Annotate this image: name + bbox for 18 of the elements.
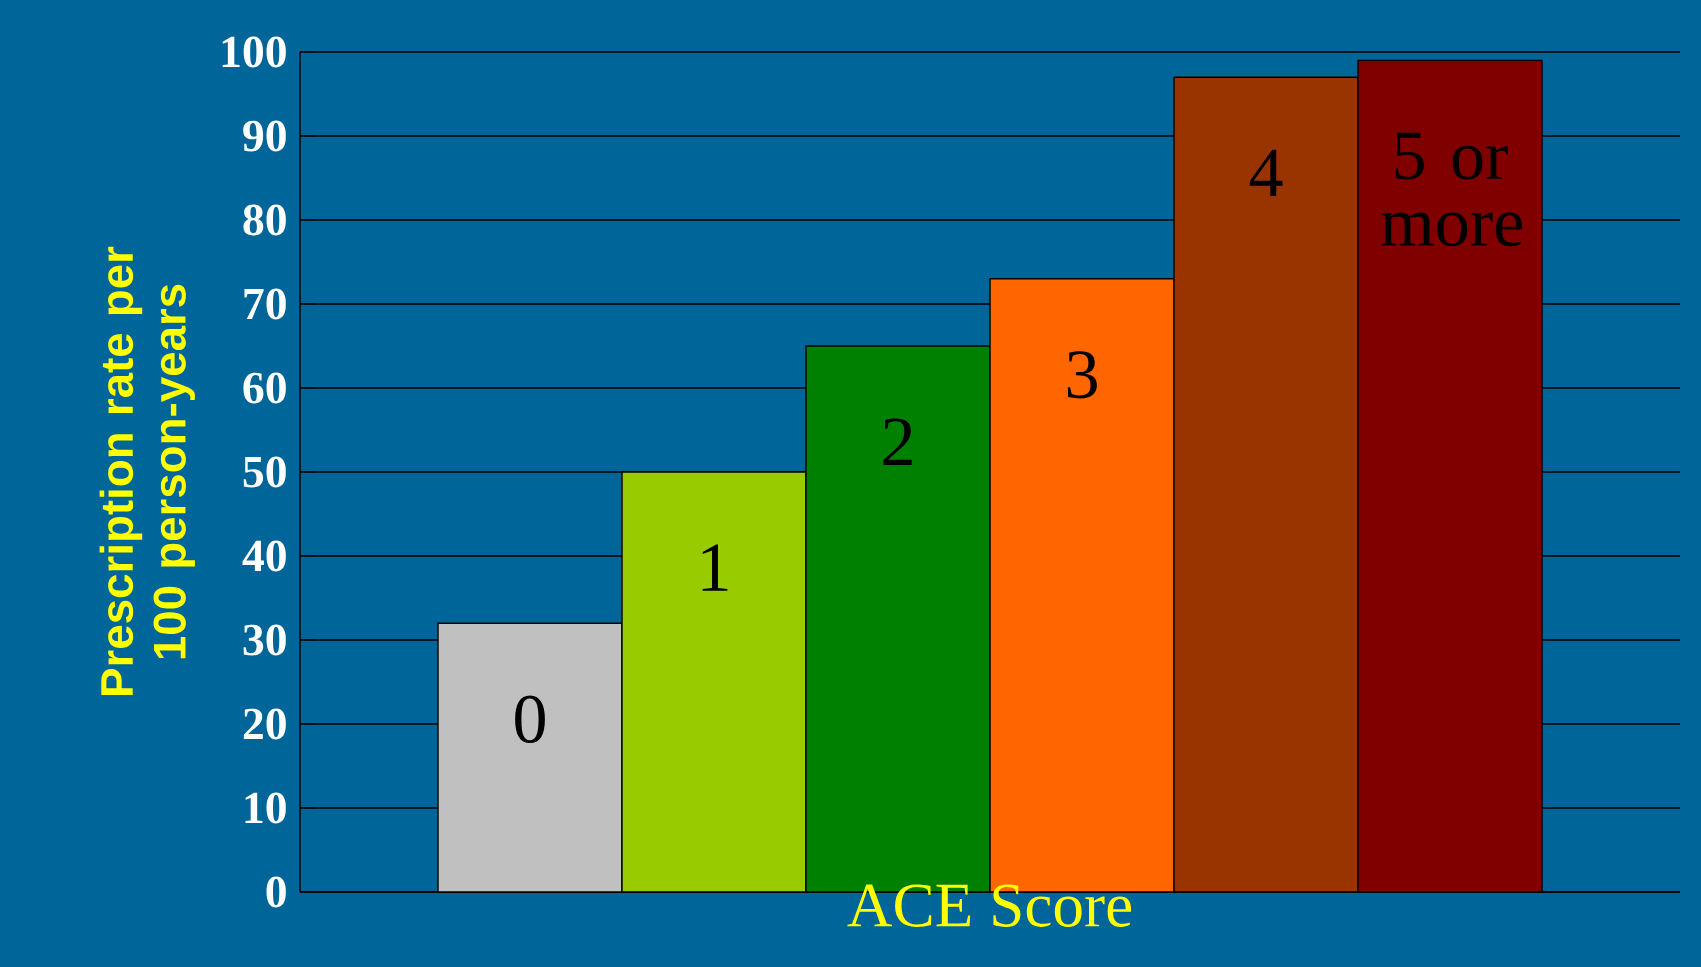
- y-axis-title: Prescription rate per 100 person-years: [99, 246, 195, 695]
- y-tick-label: 0: [266, 876, 286, 908]
- y-tick-label: 30: [243, 624, 286, 656]
- x-tick-label: 4: [1249, 149, 1283, 196]
- x-tick-label: 1: [702, 544, 728, 591]
- y-tick-label: 80: [243, 204, 286, 236]
- y-tick-label: 20: [243, 708, 286, 740]
- x-axis-title: ACE Score: [847, 884, 1132, 927]
- y-tick-label: 10: [245, 792, 286, 824]
- y-tick-label: 50: [243, 456, 286, 488]
- x-tick-label: 5 or more: [1381, 132, 1523, 247]
- y-tick-label: 40: [242, 540, 286, 572]
- x-tick-label: 3: [1067, 351, 1097, 399]
- y-tick-label: 70: [244, 288, 286, 320]
- y-tick-label: 90: [243, 120, 286, 152]
- x-tick-label: 2: [883, 418, 912, 465]
- y-tick-label: 100: [222, 36, 286, 68]
- y-tick-label: 60: [243, 372, 286, 404]
